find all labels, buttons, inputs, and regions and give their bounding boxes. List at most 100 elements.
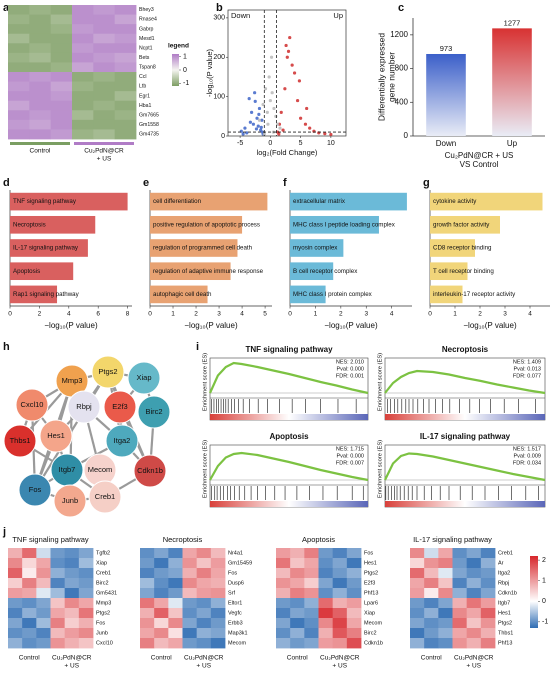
heatmap-cell bbox=[50, 568, 66, 579]
heatmap-cell bbox=[114, 33, 137, 44]
node bbox=[53, 484, 87, 518]
heatmap-cell bbox=[410, 558, 425, 569]
heatmap-cell bbox=[346, 568, 362, 579]
node-label: Hes1 bbox=[47, 431, 65, 440]
heatmap-cell bbox=[22, 588, 37, 599]
heatmap-cell bbox=[304, 618, 319, 629]
node-label: Cxcl10 bbox=[21, 400, 44, 409]
heatmap-cell bbox=[72, 72, 94, 82]
point bbox=[286, 49, 291, 53]
heatmap-cell bbox=[72, 62, 94, 73]
heatmap-cell bbox=[318, 548, 334, 559]
x-tick-label: 8 bbox=[126, 311, 130, 318]
y-axis-label: Enrichment score (ES) bbox=[378, 353, 384, 411]
heatmap-cell bbox=[78, 598, 94, 609]
heatmap-cell bbox=[452, 628, 468, 639]
heatmap-cell bbox=[304, 568, 319, 579]
heatmap-cell bbox=[36, 608, 51, 619]
heatmap-cell bbox=[466, 628, 482, 639]
heatmap-cell bbox=[290, 608, 305, 619]
group-bar bbox=[74, 142, 134, 145]
heatmap-cell bbox=[182, 558, 198, 569]
point bbox=[250, 110, 254, 114]
heatmap-cell bbox=[304, 578, 319, 589]
heatmap-cell bbox=[276, 618, 291, 629]
heatmap-cell bbox=[318, 628, 334, 639]
row-label: Hes1 bbox=[498, 610, 511, 616]
heatmap-title: TNF signaling pathway bbox=[12, 535, 89, 544]
heatmap-cell bbox=[290, 548, 305, 559]
y-axis-label: Differentially expressed bbox=[376, 33, 386, 121]
point bbox=[278, 126, 282, 130]
x-tick-label: 2 bbox=[38, 311, 42, 318]
node bbox=[137, 395, 171, 429]
y-tick-label: 0 bbox=[404, 131, 409, 140]
heatmap-cell bbox=[154, 638, 169, 649]
heatmap-cell bbox=[318, 588, 334, 599]
point bbox=[254, 127, 259, 131]
heatmap-cell bbox=[154, 598, 169, 609]
heatmap-cell bbox=[154, 628, 169, 639]
heatmap-cell bbox=[140, 588, 155, 599]
group-label: Cu₂PdN@CR bbox=[320, 655, 360, 662]
heatmap-cell bbox=[304, 608, 319, 619]
heatmap-cell bbox=[8, 588, 23, 599]
point bbox=[262, 132, 266, 136]
heatmap-cell bbox=[452, 578, 468, 589]
heatmap-cell bbox=[196, 618, 212, 629]
heatmap-cell bbox=[29, 24, 52, 35]
node bbox=[88, 480, 122, 514]
heatmap-cell bbox=[78, 618, 94, 629]
category-label: T cell receptor binding bbox=[433, 268, 494, 275]
point bbox=[305, 106, 309, 111]
y-tick-label: 100 bbox=[213, 93, 225, 100]
heatmap-cell bbox=[318, 638, 334, 649]
panel-letter: h bbox=[3, 341, 10, 353]
heatmap-cell bbox=[480, 608, 496, 619]
colorbar-tick-label: -1 bbox=[542, 619, 548, 626]
category-label: Apoptosis bbox=[13, 268, 40, 275]
node-label: Birc2 bbox=[145, 407, 162, 416]
heatmap-cell bbox=[304, 548, 319, 559]
row-label: Itgb7 bbox=[498, 600, 510, 606]
value-label: 1277 bbox=[504, 18, 521, 27]
heatmap-cell bbox=[93, 5, 116, 15]
heatmap-cell bbox=[452, 638, 468, 649]
bar bbox=[290, 215, 379, 234]
heatmap-cell bbox=[424, 638, 439, 649]
group-label: + US bbox=[196, 663, 211, 670]
heatmap-cell bbox=[50, 52, 73, 63]
heatmap-cell bbox=[64, 568, 80, 579]
row-label: Mecom bbox=[364, 620, 382, 626]
heatmap-cell bbox=[210, 578, 226, 589]
row-label: Cdkn1b bbox=[364, 640, 383, 646]
heatmap-cell bbox=[72, 52, 94, 63]
row-label: Cdkn1b bbox=[498, 590, 517, 596]
heatmap-cell bbox=[8, 5, 30, 15]
heatmap-cell bbox=[93, 129, 116, 140]
heatmap-cell bbox=[93, 119, 116, 130]
node-label: Mecom bbox=[88, 465, 113, 474]
heatmap-cell bbox=[182, 568, 198, 579]
heatmap-cell bbox=[22, 568, 37, 579]
legend-label: Up bbox=[333, 11, 343, 20]
heatmap-cell bbox=[8, 548, 23, 559]
heatmap-cell bbox=[50, 43, 73, 54]
row-label: Mmp3 bbox=[96, 600, 111, 606]
stat-label: Pval: 0.000 bbox=[336, 366, 364, 372]
bar bbox=[430, 285, 463, 304]
point bbox=[257, 112, 261, 116]
point bbox=[281, 128, 285, 132]
heatmap-cell bbox=[276, 578, 291, 589]
heatmap-cell bbox=[114, 110, 137, 121]
heatmap-cell bbox=[50, 100, 73, 111]
heatmap-cell bbox=[8, 119, 30, 130]
heatmap-cell bbox=[64, 618, 80, 629]
panel-letter: e bbox=[143, 177, 149, 189]
heatmap-cell bbox=[64, 588, 80, 599]
heatmap-cell bbox=[290, 588, 305, 599]
heatmap-cell bbox=[78, 548, 94, 559]
heatmap-cell bbox=[8, 33, 30, 44]
edge bbox=[106, 371, 152, 472]
